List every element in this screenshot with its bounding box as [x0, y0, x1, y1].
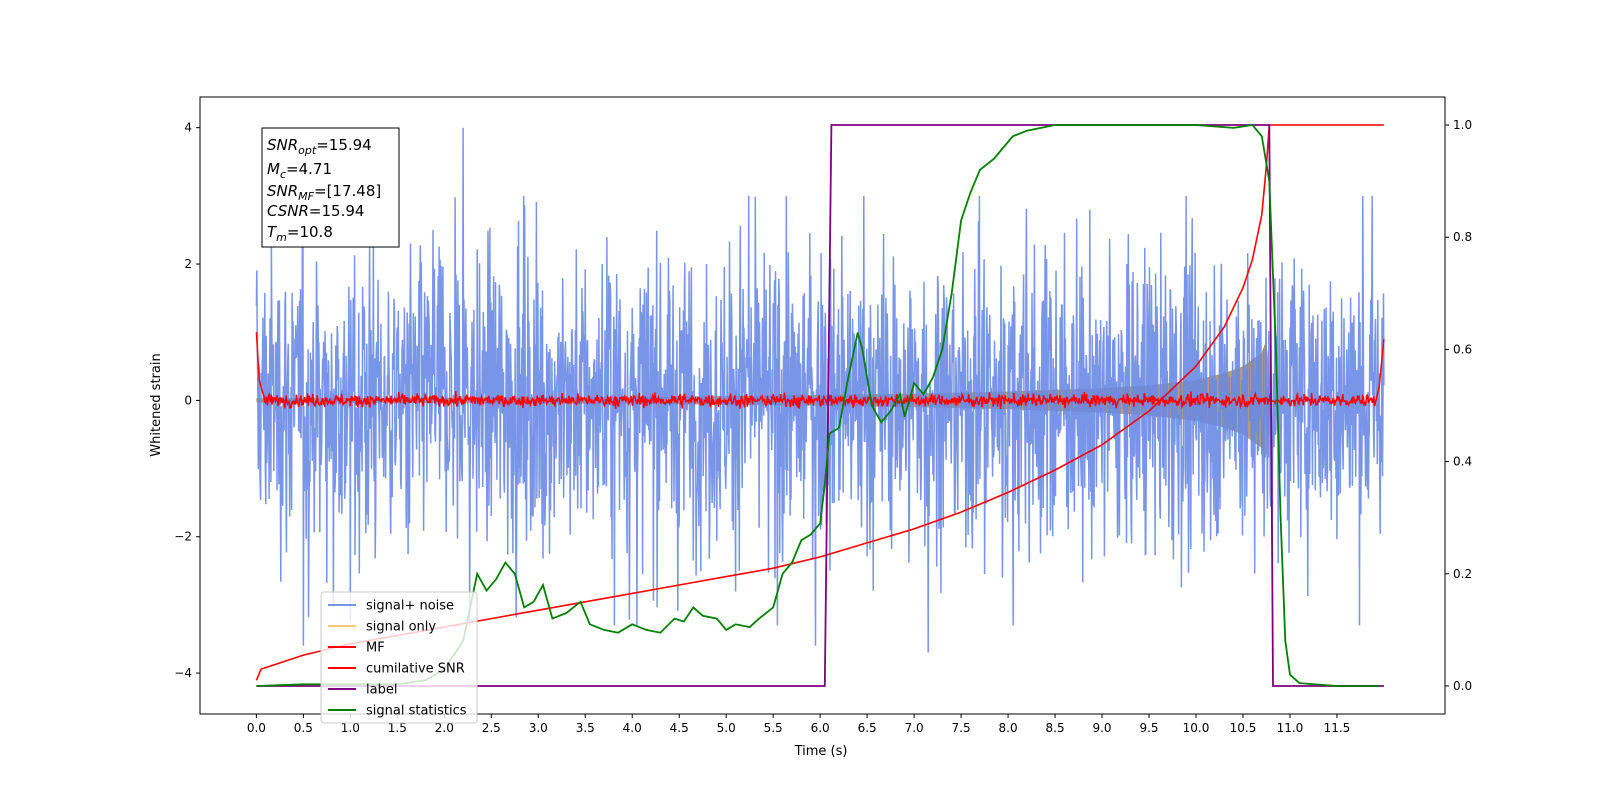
y-left-tick-label: −4 — [174, 666, 192, 680]
signal-noise-line — [255, 127, 1385, 653]
stat-tm: Tm=10.8 — [267, 223, 333, 244]
y-left-tick-label: 4 — [184, 121, 192, 135]
legend-entry: signal statistics — [366, 704, 467, 719]
x-tick-label: 1.0 — [341, 721, 360, 735]
x-tick-label: 4.0 — [623, 721, 642, 735]
x-tick-label: 3.0 — [529, 721, 548, 735]
x-tick-label: 7.0 — [905, 721, 924, 735]
x-tick-label: 9.0 — [1092, 721, 1111, 735]
label-line — [256, 124, 1384, 687]
stat-mc: Mc=4.71 — [267, 160, 332, 181]
x-tick-label: 3.5 — [576, 721, 595, 735]
x-tick-label: 6.5 — [858, 721, 877, 735]
x-tick-label: 5.0 — [717, 721, 736, 735]
y-left-tick-label: −2 — [174, 530, 192, 544]
legend-entry: signal+ noise — [366, 599, 454, 614]
x-tick-label: 5.5 — [764, 721, 783, 735]
stats-box: SNRopt=15.94 Mc=4.71 SNRMF=[17.48] CSNR=… — [261, 127, 400, 248]
signal-statistics-line — [256, 124, 1380, 687]
x-tick-label: 10.5 — [1230, 721, 1257, 735]
legend: signal+ noise signal only MF cumilative SNR… — [320, 591, 478, 724]
y-axis-label: Whitened strain — [149, 353, 164, 456]
y-right-tick-label: 0.4 — [1453, 455, 1472, 469]
y-left-tick-label: 2 — [184, 257, 192, 271]
x-tick-label: 7.5 — [952, 721, 971, 735]
x-tick-label: 0.5 — [294, 721, 313, 735]
legend-entry: cumilative SNR — [366, 662, 465, 677]
legend-entry: signal only — [366, 620, 436, 635]
y-right-tick-label: 0.6 — [1453, 342, 1472, 356]
y-right-tick-label: 0.2 — [1453, 567, 1472, 581]
x-tick-label: 11.5 — [1324, 721, 1351, 735]
x-tick-label: 8.5 — [1046, 721, 1065, 735]
y-right-tick-label: 0.0 — [1453, 679, 1472, 693]
y-left-tick-label: 0 — [184, 393, 192, 407]
plot-frame — [199, 96, 1446, 715]
legend-entry: MF — [366, 641, 385, 656]
x-tick-label: 4.5 — [670, 721, 689, 735]
x-tick-label: 2.5 — [482, 721, 501, 735]
x-tick-label: 2.0 — [435, 721, 454, 735]
x-tick-label: 9.5 — [1139, 721, 1158, 735]
x-tick-label: 6.0 — [811, 721, 830, 735]
x-tick-label: 11.0 — [1277, 721, 1304, 735]
y-right-tick-label: 1.0 — [1453, 118, 1472, 132]
stat-csnr: CSNR=15.94 — [267, 202, 364, 220]
x-tick-label: 10.0 — [1183, 721, 1210, 735]
x-tick-label: 0.0 — [247, 721, 266, 735]
y-right-tick-label: 0.8 — [1453, 230, 1472, 244]
x-tick-label: 1.5 — [388, 721, 407, 735]
x-axis-label: Time (s) — [794, 744, 848, 759]
x-tick-label: 8.0 — [999, 721, 1018, 735]
stat-snr-mf: SNRMF=[17.48] — [267, 182, 381, 203]
legend-entry: label — [366, 683, 397, 698]
mf-line — [255, 332, 1385, 410]
stat-snr-opt: SNRopt=15.94 — [267, 136, 372, 157]
